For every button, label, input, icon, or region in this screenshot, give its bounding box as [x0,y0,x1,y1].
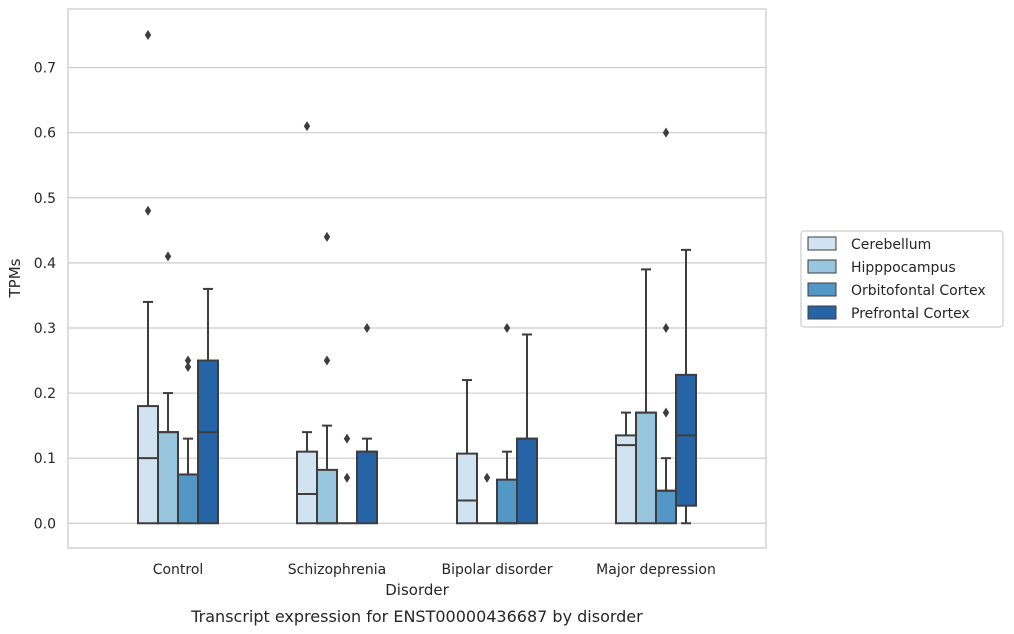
box-cerebellum [615,411,637,525]
outlier-point [164,251,172,262]
legend-swatch [807,259,837,274]
x-tick-label: Major depression [596,562,716,578]
box-iqr [137,405,159,525]
y-tick-label: 0.3 [34,321,56,337]
x-axis-label: Disorder [385,581,449,599]
y-tick-label: 0.6 [34,126,56,142]
box-iqr [655,489,677,525]
y-tick-label: 0.4 [34,256,56,272]
outlier-point [662,407,670,418]
outlier-point [363,322,371,333]
y-tick-label: 0.0 [34,516,56,532]
x-tick-label: Bipolar disorder [441,562,552,578]
box-prefrontal-cortex [516,333,538,525]
legend-entry: Orbitofontal Cortex [851,283,986,299]
box-prefrontal-cortex [356,322,378,525]
box-cerebellum [456,379,478,525]
legend-entry: Prefrontal Cortex [851,306,970,322]
box-orbitofontal-cortex [496,322,518,525]
plot-frame [67,8,767,549]
outlier-point [144,30,152,41]
x-axis-ticks: Control Schizophrenia Bipolar disorder Majo… [153,562,716,578]
legend-swatch [807,236,837,251]
outlier-point [303,121,311,132]
box-orbitofontal-cortex [655,127,677,525]
box-iqr [516,437,538,525]
outlier-point [323,355,331,366]
grid-lines [68,66,766,524]
box-prefrontal-cortex [675,248,697,525]
y-axis-label: TPMs [6,258,24,298]
x-tick-label: Schizophrenia [288,562,386,578]
box-iqr [316,468,338,525]
box-cerebellum [296,121,318,525]
outlier-point [662,322,670,333]
outlier-point [483,472,491,483]
box-orbitofontal-cortex [337,433,357,525]
outlier-point [323,231,331,242]
box-iqr [197,359,219,525]
box-orbitofontal-cortex [177,355,199,525]
y-tick-label: 0.1 [34,451,56,467]
box-iqr [496,478,518,525]
box-prefrontal-cortex [197,287,219,525]
box-iqr [456,452,478,525]
box-iqr [356,450,378,525]
legend-frame [800,230,1004,328]
box-iqr [615,434,637,525]
box-iqr [635,411,657,525]
y-tick-label: 0.5 [34,191,56,207]
y-axis-ticks: 0.0 0.1 0.2 0.3 0.4 0.5 0.6 0.7 [34,61,56,533]
outlier-point [343,472,351,483]
legend-swatch [807,305,837,320]
outlier-point [662,127,670,138]
box-hipppocampus [635,268,657,525]
box-iqr [157,431,179,525]
x-tick-label: Control [153,562,204,578]
y-tick-label: 0.7 [34,61,56,77]
outlier-point [184,355,192,366]
outlier-point [343,433,351,444]
box-iqr [177,473,199,525]
box-hipppocampus [157,251,179,525]
box-hipppocampus [316,231,338,525]
box-iqr [296,450,318,525]
legend-swatch [807,282,837,297]
outlier-point [503,322,511,333]
chart-caption: Transcript expression for ENST0000043668… [190,607,643,626]
legend-entry: Cerebellum [851,237,931,253]
y-tick-label: 0.2 [34,386,56,402]
outlier-point [184,362,192,373]
box-iqr [675,373,697,507]
box-cerebellum [137,30,159,525]
box-hipppocampus [477,472,497,525]
box-plot-area [137,30,697,525]
outlier-point [144,205,152,216]
legend: Cerebellum Hipppocampus Orbitofontal Corte… [800,230,1004,328]
legend-entry: Hipppocampus [851,260,956,276]
